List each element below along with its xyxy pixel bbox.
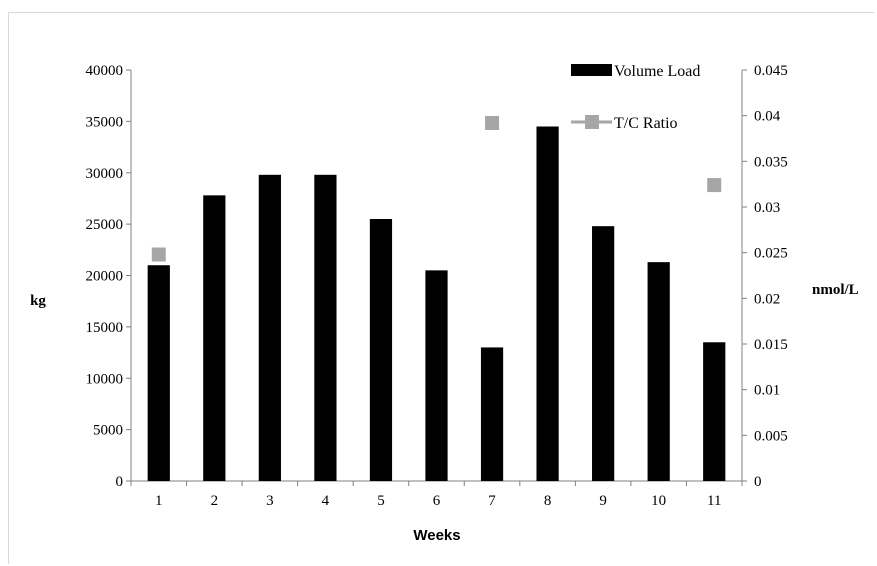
y2-tick-label: 0.045: [754, 63, 788, 79]
x-tick-label: 8: [544, 493, 552, 509]
y-tick-label: 5000: [93, 423, 123, 439]
point-tc-ratio: [707, 178, 722, 193]
x-axis-label: Weeks: [413, 527, 460, 544]
y-tick-label: 15000: [86, 320, 124, 336]
bar-volume-load: [147, 265, 170, 481]
y-tick-label: 30000: [86, 166, 124, 182]
bar-volume-load: [369, 218, 393, 482]
x-tick-label: 7: [488, 493, 496, 509]
y-tick-label: 10000: [86, 371, 124, 387]
bar-volume-load: [703, 342, 726, 481]
x-tick-label: 9: [599, 493, 607, 509]
legend-label-volume-load: Volume Load: [614, 63, 700, 80]
bar-volume-load: [647, 262, 670, 481]
x-tick-label: 6: [433, 493, 441, 509]
points: [151, 115, 722, 262]
x-tick-label: 11: [707, 493, 721, 509]
y-tick-label: 20000: [86, 269, 124, 285]
bars: [147, 126, 726, 482]
x-tick-label: 2: [211, 493, 219, 509]
x-tick-label: 1: [155, 493, 163, 509]
y2-tick-label: 0.025: [754, 246, 788, 262]
x-tick-label: 5: [377, 493, 385, 509]
bar-volume-load: [314, 174, 337, 481]
legend-label-tc-ratio: T/C Ratio: [614, 115, 678, 132]
y2-tick-label: 0.015: [754, 337, 788, 353]
legend: Volume Load T/C Ratio: [571, 63, 700, 132]
bar-volume-load: [536, 126, 559, 481]
tick-labels: 0 5000 10000 15000 20000 25000 30000 35000 40000…: [86, 63, 788, 509]
bar-volume-load: [592, 226, 615, 481]
y2-tick-label: 0: [754, 474, 762, 490]
legend-marker-tc-ratio: [585, 115, 599, 129]
y2-tick-label: 0.005: [754, 428, 788, 444]
y-axis-label: kg: [30, 293, 46, 309]
bar-volume-load: [203, 195, 226, 482]
chart-frame: [8, 12, 874, 564]
y-tick-label: 25000: [86, 217, 124, 233]
y-tick-label: 0: [116, 474, 124, 490]
y2-tick-label: 0.02: [754, 291, 780, 307]
x-tick-label: 3: [266, 493, 274, 509]
x-tick-label: 4: [322, 493, 330, 509]
bar-volume-load: [425, 270, 448, 481]
legend-swatch-volume-load: [571, 64, 612, 76]
point-tc-ratio: [485, 115, 500, 130]
y-tick-label: 35000: [86, 114, 124, 130]
y2-axis-label: nmol/L: [812, 282, 859, 298]
bar-volume-load: [258, 174, 281, 481]
y2-tick-label: 0.01: [754, 383, 780, 399]
x-tick-label: 10: [651, 493, 666, 509]
y2-tick-label: 0.04: [754, 109, 781, 125]
y2-tick-label: 0.03: [754, 200, 780, 216]
point-tc-ratio: [151, 247, 166, 262]
y2-tick-label: 0.035: [754, 154, 788, 170]
bar-volume-load: [480, 347, 504, 481]
y-tick-label: 40000: [86, 63, 124, 79]
